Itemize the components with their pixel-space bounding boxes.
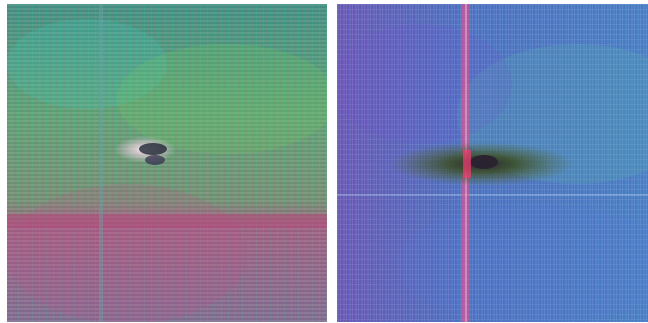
right-image-panel [337, 4, 648, 322]
right-image [337, 4, 648, 322]
left-image-panel [7, 4, 327, 322]
left-image [7, 4, 327, 322]
